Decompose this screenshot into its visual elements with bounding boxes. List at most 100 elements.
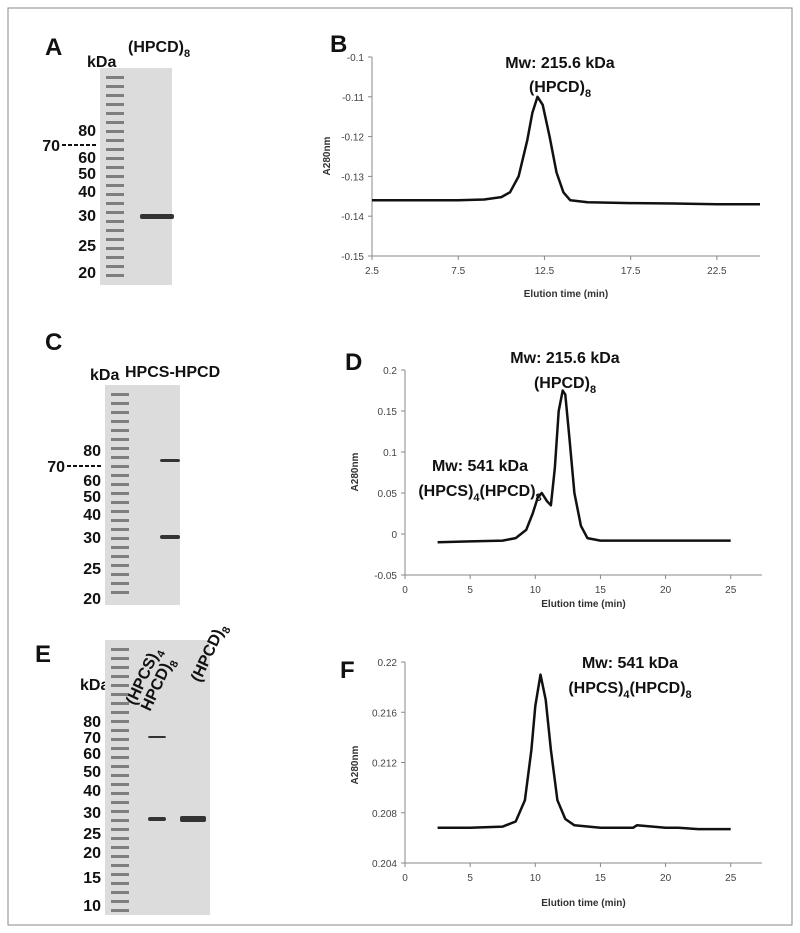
- subscript: 4: [623, 689, 630, 701]
- marker-label: 25: [83, 826, 101, 843]
- panel-label: E: [35, 641, 51, 668]
- chromatogram-line: [372, 95, 760, 206]
- text-part: Mw: 215.6 kDa: [505, 55, 614, 72]
- ladder-band: [106, 193, 124, 196]
- ladder-band: [111, 855, 129, 858]
- text-part: (HPCD): [128, 39, 184, 56]
- lane-label: HPCS-HPCD: [125, 364, 220, 381]
- marker-label: 20: [83, 845, 101, 862]
- text-part: (HPCD): [480, 483, 536, 500]
- ladder-band: [111, 465, 129, 468]
- ladder-band: [111, 474, 129, 477]
- ladder-band: [111, 810, 129, 813]
- y-tick-label: 0.15: [378, 407, 398, 418]
- y-tick-label: -0.14: [341, 212, 364, 223]
- y-axis-title: A280nm: [350, 452, 361, 491]
- marker-label: 60: [83, 746, 101, 763]
- text-part: Mw: 215.6 kDa: [510, 350, 619, 367]
- gel-unit: kDa: [80, 677, 109, 694]
- y-axis-title: A280nm: [350, 745, 361, 784]
- ladder-band: [111, 675, 129, 678]
- ladder-band: [106, 175, 124, 178]
- ladder-band: [111, 909, 129, 912]
- y-tick-label: -0.13: [341, 172, 364, 183]
- marker-label: 70: [42, 138, 60, 155]
- ladder-band: [111, 657, 129, 660]
- marker-label: 60: [78, 150, 96, 167]
- sample-band: [180, 816, 206, 822]
- x-tick-label: 5: [467, 585, 473, 596]
- ladder-band: [111, 702, 129, 705]
- x-tick-label: 25: [725, 873, 737, 884]
- ladder-band: [111, 900, 129, 903]
- x-tick-label: 22.5: [707, 266, 727, 277]
- x-tick-label: 10: [530, 873, 542, 884]
- ladder-band: [111, 573, 129, 576]
- subscript: 8: [536, 492, 542, 504]
- x-tick-label: 17.5: [621, 266, 641, 277]
- annotation: (HPCD)8: [529, 79, 591, 100]
- panel-label: D: [345, 349, 362, 376]
- y-tick-label: 0.05: [378, 489, 398, 500]
- ladder-band: [111, 447, 129, 450]
- panel-label: F: [340, 657, 355, 684]
- ladder-band: [111, 528, 129, 531]
- marker-label: 80: [83, 443, 101, 460]
- y-tick-label: -0.12: [341, 133, 364, 144]
- ladder-band: [111, 873, 129, 876]
- ladder-band: [111, 582, 129, 585]
- subscript: 4: [473, 492, 480, 504]
- ladder-band: [106, 112, 124, 115]
- x-tick-label: 15: [595, 873, 607, 884]
- ladder-band: [111, 438, 129, 441]
- x-tick-label: 20: [660, 585, 672, 596]
- ladder-band: [111, 483, 129, 486]
- marker-label: 40: [83, 507, 101, 524]
- ladder-band: [111, 891, 129, 894]
- panel-label: B: [330, 31, 347, 58]
- x-tick-label: 12.5: [535, 266, 555, 277]
- annotation: Mw: 215.6 kDa: [510, 350, 619, 367]
- text-part: (HPCS): [418, 483, 473, 500]
- gel-unit: kDa: [90, 367, 119, 384]
- ladder-band: [111, 828, 129, 831]
- ladder-band: [106, 220, 124, 223]
- x-tick-label: 0: [402, 873, 408, 884]
- text-part: (HPCD): [534, 375, 590, 392]
- sample-band: [140, 214, 174, 219]
- ladder-band: [111, 393, 129, 396]
- subscript: 8: [168, 659, 181, 670]
- marker-label: 20: [78, 265, 96, 282]
- ladder-band: [106, 184, 124, 187]
- marker-label: 70: [83, 730, 101, 747]
- subscript: 8: [585, 88, 591, 100]
- sample-band: [160, 535, 180, 539]
- ladder-band: [111, 420, 129, 423]
- ladder-band: [106, 202, 124, 205]
- ladder-band: [111, 756, 129, 759]
- y-tick-label: -0.15: [341, 252, 364, 263]
- ladder-band: [111, 738, 129, 741]
- ladder-band: [111, 537, 129, 540]
- ladder-band: [111, 765, 129, 768]
- marker-label: 80: [78, 123, 96, 140]
- text-part: Mw: 541 kDa: [582, 655, 678, 672]
- x-tick-label: 10: [530, 585, 542, 596]
- marker-label: 10: [83, 898, 101, 915]
- x-axis-title: Elution time (min): [541, 599, 625, 610]
- chromatogram-line: [437, 389, 731, 544]
- ladder-band: [111, 591, 129, 594]
- ladder-band: [106, 265, 124, 268]
- ladder-band: [111, 546, 129, 549]
- ladder-band: [111, 492, 129, 495]
- panel-label: C: [45, 329, 62, 356]
- ladder-band: [111, 882, 129, 885]
- chromatogram-line: [437, 673, 731, 831]
- gel-unit: kDa: [87, 54, 116, 71]
- ladder-band: [111, 402, 129, 405]
- ladder-band: [106, 238, 124, 241]
- marker-label: 50: [83, 489, 101, 506]
- marker-label: 80: [83, 714, 101, 731]
- annotation: Mw: 541 kDa: [582, 655, 678, 672]
- marker-label: 25: [83, 561, 101, 578]
